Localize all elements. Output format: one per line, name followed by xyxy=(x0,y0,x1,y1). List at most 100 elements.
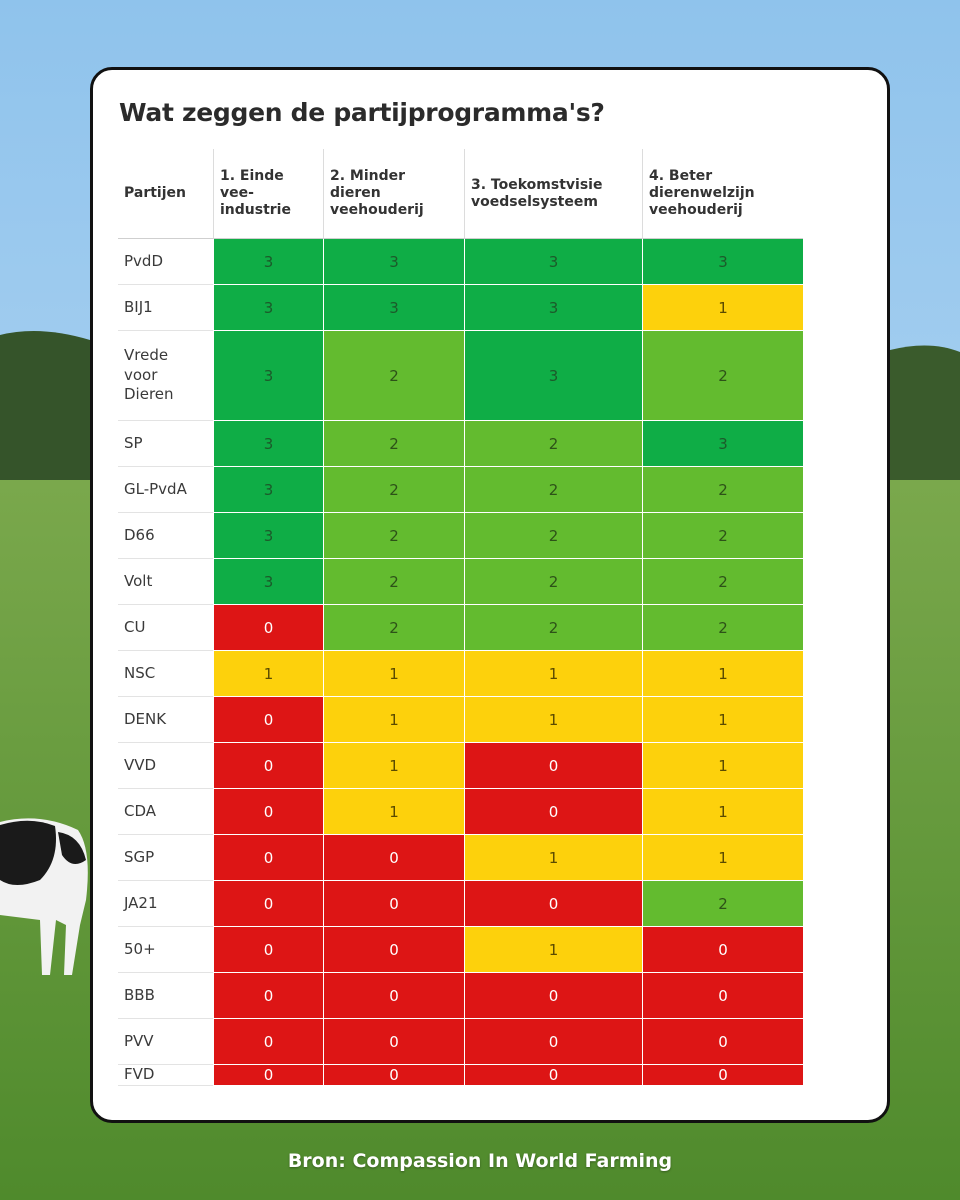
score-cell: 2 xyxy=(642,559,803,605)
score-cell: 2 xyxy=(464,513,642,559)
score-cell: 3 xyxy=(213,467,323,513)
row-header-label: Partijen xyxy=(124,185,186,202)
score-cell: 0 xyxy=(213,835,323,881)
column-header-1: 1. Einde vee- industrie xyxy=(213,149,323,239)
score-cell: 0 xyxy=(642,927,803,973)
score-cell: 2 xyxy=(464,559,642,605)
score-cell: 2 xyxy=(642,331,803,421)
party-name-cell: SGP xyxy=(118,835,213,881)
score-cell: 1 xyxy=(642,743,803,789)
score-cell: 2 xyxy=(323,467,464,513)
score-cell: 3 xyxy=(213,285,323,331)
score-cell: 3 xyxy=(642,421,803,467)
score-cell: 3 xyxy=(213,331,323,421)
party-name-cell: VVD xyxy=(118,743,213,789)
chart-title: Wat zeggen de partijprogramma's? xyxy=(119,98,605,127)
score-cell: 0 xyxy=(464,1019,642,1065)
source-credit: Bron: Compassion In World Farming xyxy=(287,1150,673,1172)
score-cell: 0 xyxy=(213,697,323,743)
tree-line-left xyxy=(0,331,90,485)
column-header-2: 2. Minder dieren veehouderij xyxy=(323,149,464,239)
party-name-cell: BIJ1 xyxy=(118,285,213,331)
score-cell: 1 xyxy=(323,789,464,835)
party-table: Partijen 1. Einde vee- industrie 2. Minder… xyxy=(118,149,803,1086)
column-header-4: 4. Beter dierenwelzijn veehouderij xyxy=(642,149,803,239)
score-cell: 1 xyxy=(464,835,642,881)
party-name: 50+ xyxy=(124,939,156,958)
score-cell: 0 xyxy=(464,743,642,789)
party-name: PVV xyxy=(124,1031,154,1050)
score-cell: 0 xyxy=(213,789,323,835)
party-name: JA21 xyxy=(124,893,158,912)
chart-card: Wat zeggen de partijprogramma's? Partije… xyxy=(90,67,890,1123)
score-cell: 1 xyxy=(642,285,803,331)
score-cell: 1 xyxy=(464,651,642,697)
party-name-cell: GL-PvdA xyxy=(118,467,213,513)
score-cell: 3 xyxy=(213,559,323,605)
row-header-cell: Partijen xyxy=(118,149,213,239)
score-cell: 0 xyxy=(213,927,323,973)
score-cell: 1 xyxy=(323,697,464,743)
score-cell: 3 xyxy=(323,285,464,331)
party-name-cell: D66 xyxy=(118,513,213,559)
score-cell: 1 xyxy=(464,927,642,973)
score-cell: 0 xyxy=(323,927,464,973)
score-cell: 0 xyxy=(464,789,642,835)
score-cell: 0 xyxy=(323,1019,464,1065)
score-cell: 3 xyxy=(464,285,642,331)
party-name-cell: CDA xyxy=(118,789,213,835)
tree-line-right xyxy=(890,345,960,485)
party-name: VVD xyxy=(124,755,157,774)
score-cell: 3 xyxy=(323,239,464,285)
score-cell: 0 xyxy=(213,743,323,789)
party-name: FVD xyxy=(124,1065,155,1083)
score-cell: 1 xyxy=(323,743,464,789)
score-cell: 0 xyxy=(642,973,803,1019)
party-name: CDA xyxy=(124,801,157,820)
score-cell: 1 xyxy=(642,651,803,697)
column-header-label: 3. Toekomstvisie voedselsysteem xyxy=(471,176,603,210)
score-cell: 2 xyxy=(464,467,642,513)
score-cell: 0 xyxy=(642,1019,803,1065)
score-cell: 0 xyxy=(323,835,464,881)
party-name-cell: 50+ xyxy=(118,927,213,973)
column-header-label: 1. Einde vee- industrie xyxy=(220,168,291,218)
score-cell: 2 xyxy=(323,605,464,651)
column-header-label: 2. Minder dieren veehouderij xyxy=(330,168,424,218)
score-cell: 2 xyxy=(642,605,803,651)
party-name-cell: CU xyxy=(118,605,213,651)
score-cell: 2 xyxy=(642,881,803,927)
score-cell: 2 xyxy=(323,559,464,605)
score-cell: 0 xyxy=(642,1065,803,1086)
score-cell: 2 xyxy=(323,331,464,421)
score-cell: 0 xyxy=(213,881,323,927)
score-cell: 0 xyxy=(323,881,464,927)
score-cell: 1 xyxy=(323,651,464,697)
party-name: D66 xyxy=(124,525,155,544)
party-name: BIJ1 xyxy=(124,297,153,316)
score-cell: 3 xyxy=(213,421,323,467)
score-cell: 0 xyxy=(464,881,642,927)
score-cell: 2 xyxy=(642,513,803,559)
score-cell: 3 xyxy=(464,331,642,421)
party-name-cell: FVD xyxy=(118,1065,213,1086)
party-name: NSC xyxy=(124,663,156,682)
score-cell: 1 xyxy=(213,651,323,697)
party-name-cell: SP xyxy=(118,421,213,467)
party-name: DENK xyxy=(124,709,167,728)
score-cell: 0 xyxy=(464,1065,642,1086)
party-name-cell: NSC xyxy=(118,651,213,697)
score-cell: 1 xyxy=(464,697,642,743)
party-name-cell: PvdD xyxy=(118,239,213,285)
score-cell: 2 xyxy=(642,467,803,513)
party-name: PvdD xyxy=(124,251,163,270)
score-cell: 3 xyxy=(213,239,323,285)
party-name-cell: BBB xyxy=(118,973,213,1019)
score-cell: 0 xyxy=(464,973,642,1019)
score-cell: 1 xyxy=(642,835,803,881)
party-name: Volt xyxy=(124,571,153,590)
party-name: BBB xyxy=(124,985,155,1004)
score-cell: 3 xyxy=(464,239,642,285)
party-name-cell: PVV xyxy=(118,1019,213,1065)
score-cell: 3 xyxy=(213,513,323,559)
